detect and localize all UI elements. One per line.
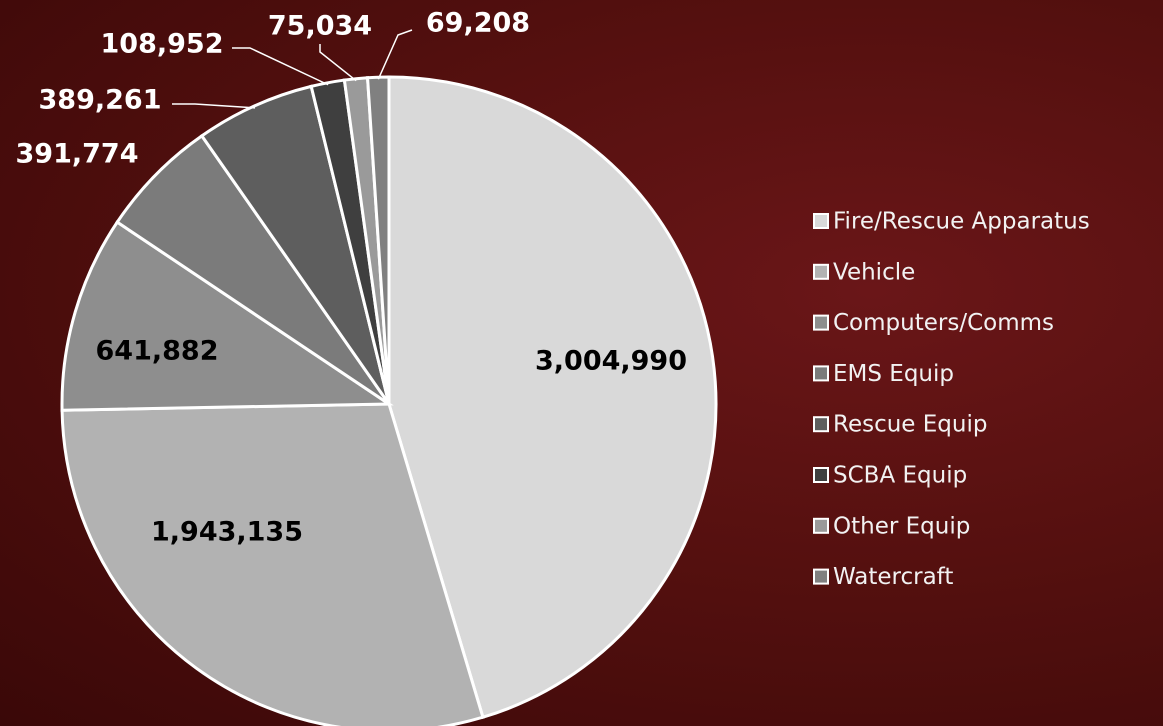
legend-label: EMS Equip — [833, 361, 954, 387]
legend-swatch — [813, 467, 829, 483]
legend-swatch — [813, 213, 829, 229]
pie-slice — [199, 84, 391, 405]
legend-swatch — [813, 517, 829, 534]
legend-label: Other Equip — [833, 513, 970, 539]
pie-slice — [60, 220, 394, 412]
pie-slice — [387, 75, 718, 720]
data-label: 69,208 — [426, 8, 530, 39]
legend-swatch — [813, 568, 829, 585]
data-label: 108,952 — [101, 29, 224, 60]
legend-label: Computers/Comms — [833, 310, 1054, 336]
pie-slice — [60, 402, 485, 726]
legend-label: Vehicle — [833, 259, 915, 285]
legend-swatch — [813, 314, 829, 331]
data-label: 391,774 — [16, 139, 139, 170]
legend-label: Watercraft — [833, 564, 953, 590]
data-label: 389,261 — [39, 85, 162, 116]
legend-label: Rescue Equip — [833, 412, 987, 438]
data-label: 3,004,990 — [535, 346, 687, 377]
legend-label: SCBA Equip — [833, 463, 967, 489]
leader-line — [319, 44, 357, 82]
legend-label: Fire/Rescue Apparatus — [833, 209, 1090, 235]
leader-line — [232, 47, 329, 86]
data-label: 641,882 — [96, 336, 219, 367]
legend-swatch — [813, 365, 829, 382]
legend-swatch — [813, 416, 829, 433]
leader-line — [172, 103, 256, 109]
pie-slice — [365, 75, 391, 405]
legend-swatch — [813, 263, 829, 280]
data-label: 1,943,135 — [151, 517, 303, 548]
pie-slice — [115, 133, 391, 406]
leader-line — [377, 29, 413, 80]
data-label: 75,034 — [268, 11, 372, 42]
